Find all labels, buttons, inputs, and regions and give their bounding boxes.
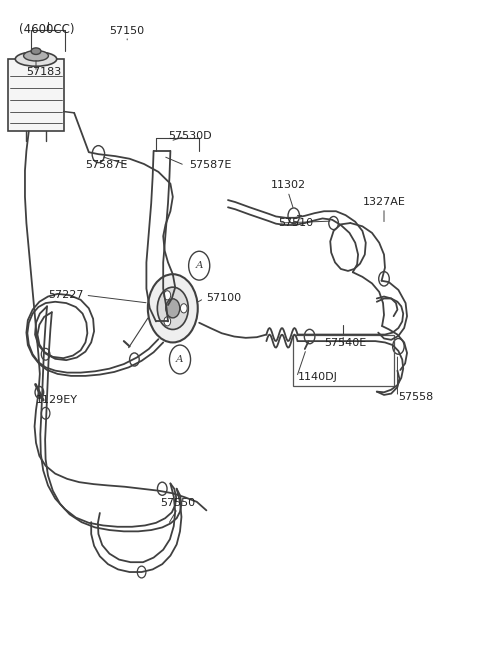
- Bar: [293, 335, 394, 386]
- Text: A: A: [176, 355, 184, 364]
- Text: 11302: 11302: [270, 180, 306, 190]
- Circle shape: [41, 348, 50, 360]
- Text: 1140DJ: 1140DJ: [298, 372, 337, 382]
- Text: 57587E: 57587E: [85, 160, 127, 171]
- Circle shape: [148, 274, 198, 342]
- Circle shape: [157, 287, 188, 329]
- Circle shape: [169, 345, 191, 374]
- Circle shape: [164, 317, 171, 326]
- Circle shape: [137, 566, 146, 578]
- Circle shape: [393, 338, 404, 354]
- Ellipse shape: [24, 51, 48, 61]
- Circle shape: [379, 272, 389, 286]
- Text: 1327AE: 1327AE: [362, 197, 406, 207]
- Text: A: A: [195, 261, 203, 270]
- Text: 57587E: 57587E: [190, 160, 232, 171]
- Text: 57540E: 57540E: [324, 338, 367, 348]
- Text: 57510: 57510: [278, 218, 313, 228]
- Text: 57558: 57558: [398, 392, 433, 402]
- Circle shape: [130, 353, 139, 366]
- Text: 57227: 57227: [48, 290, 84, 300]
- Text: 57183: 57183: [26, 67, 61, 77]
- Circle shape: [92, 146, 105, 163]
- Bar: [8, 59, 63, 131]
- Text: 57550: 57550: [160, 499, 195, 508]
- Ellipse shape: [31, 48, 41, 54]
- Ellipse shape: [15, 52, 57, 66]
- Circle shape: [157, 482, 167, 495]
- Circle shape: [41, 407, 50, 419]
- Text: 57530D: 57530D: [168, 131, 211, 141]
- Circle shape: [180, 304, 187, 313]
- Text: 57100: 57100: [206, 293, 241, 304]
- Circle shape: [166, 298, 180, 318]
- Circle shape: [329, 216, 338, 230]
- Circle shape: [164, 291, 171, 300]
- Circle shape: [35, 386, 44, 398]
- Circle shape: [189, 251, 210, 280]
- Circle shape: [304, 329, 315, 344]
- Text: (4600CC): (4600CC): [19, 23, 75, 36]
- Text: 57150: 57150: [109, 26, 145, 36]
- Circle shape: [288, 208, 300, 224]
- Text: 1129EY: 1129EY: [36, 395, 78, 405]
